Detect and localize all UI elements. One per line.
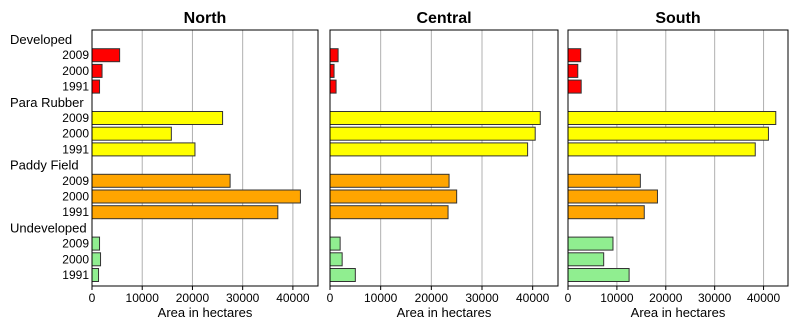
panel-title: Central xyxy=(416,10,471,27)
bar-paddy-field-1991 xyxy=(91,205,279,220)
bar-paddy-field-1991 xyxy=(567,205,645,220)
bar-para-rubber-2000 xyxy=(329,126,536,141)
x-tick-label: 20000 xyxy=(415,291,449,305)
x-tick-label: 30000 xyxy=(698,291,732,305)
bar-para-rubber-2009 xyxy=(567,111,777,125)
x-tick-label: 0 xyxy=(565,291,572,305)
panel-frame xyxy=(329,29,559,287)
year-label: 2009 xyxy=(62,111,89,125)
bar-paddy-field-2009 xyxy=(329,173,450,188)
panel-frame xyxy=(567,29,789,287)
bar-para-rubber-1991 xyxy=(329,142,529,157)
group-label: Paddy Field xyxy=(10,158,79,173)
bar-para-rubber-2009 xyxy=(329,111,541,125)
year-label: 2000 xyxy=(62,127,89,141)
bar-para-rubber-1991 xyxy=(567,142,756,157)
bar-para-rubber-1991 xyxy=(91,142,196,157)
bar-paddy-field-2009 xyxy=(567,173,641,188)
panel-frame xyxy=(91,29,319,287)
bar-paddy-field-1991 xyxy=(329,205,449,220)
x-tick-label: 10000 xyxy=(364,291,398,305)
bar-undeveloped-2009 xyxy=(567,236,614,251)
x-tick-label: 20000 xyxy=(176,291,210,305)
bar-undeveloped-2009 xyxy=(329,236,341,251)
bar-developed-1991 xyxy=(567,79,582,94)
x-axis-title: Area in hectares xyxy=(397,305,492,320)
group-label: Undeveloped xyxy=(10,220,87,235)
bar-developed-1991 xyxy=(91,79,101,94)
bar-undeveloped-1991 xyxy=(329,268,356,282)
x-tick-label: 20000 xyxy=(649,291,683,305)
x-axis-title: Area in hectares xyxy=(158,305,253,320)
x-axis-title: Area in hectares xyxy=(631,305,726,320)
year-label: 1991 xyxy=(62,268,89,282)
bar-developed-2000 xyxy=(567,63,579,78)
x-tick-label: 0 xyxy=(89,291,96,305)
year-label: 2000 xyxy=(62,252,89,266)
bar-paddy-field-2000 xyxy=(567,189,658,204)
bar-developed-2009 xyxy=(329,48,339,63)
bar-developed-2009 xyxy=(567,48,582,63)
panel-title: South xyxy=(655,10,700,27)
bar-para-rubber-2000 xyxy=(91,126,172,141)
bar-undeveloped-2000 xyxy=(91,252,102,267)
year-label: 1991 xyxy=(62,205,89,219)
x-tick-label: 10000 xyxy=(126,291,160,305)
x-tick-label: 0 xyxy=(327,291,334,305)
bar-undeveloped-1991 xyxy=(567,268,630,282)
year-label: 1991 xyxy=(62,80,89,94)
bar-developed-2009 xyxy=(91,48,121,63)
year-label: 2009 xyxy=(62,174,89,188)
group-label: Developed xyxy=(10,32,72,47)
year-label: 1991 xyxy=(62,142,89,156)
bar-developed-2000 xyxy=(329,63,335,78)
bar-developed-1991 xyxy=(329,79,337,94)
bar-para-rubber-2000 xyxy=(567,126,769,141)
x-tick-label: 30000 xyxy=(226,291,260,305)
bar-paddy-field-2000 xyxy=(91,189,301,204)
x-tick-label: 30000 xyxy=(465,291,499,305)
year-label: 2009 xyxy=(62,48,89,62)
year-label: 2000 xyxy=(62,190,89,204)
panel-title: North xyxy=(184,10,227,27)
bar-paddy-field-2000 xyxy=(329,189,458,204)
bar-undeveloped-1991 xyxy=(91,268,100,282)
bar-undeveloped-2000 xyxy=(329,252,343,267)
group-label: Para Rubber xyxy=(10,95,84,110)
bar-para-rubber-2009 xyxy=(91,111,224,125)
year-label: 2009 xyxy=(62,237,89,251)
x-tick-label: 40000 xyxy=(747,291,781,305)
x-tick-label: 40000 xyxy=(276,291,310,305)
bar-paddy-field-2009 xyxy=(91,173,231,188)
year-label: 2000 xyxy=(62,64,89,78)
bar-undeveloped-2000 xyxy=(567,252,605,267)
x-tick-label: 10000 xyxy=(600,291,634,305)
bar-developed-2000 xyxy=(91,63,103,78)
bar-undeveloped-2009 xyxy=(91,236,101,251)
x-tick-label: 40000 xyxy=(516,291,550,305)
